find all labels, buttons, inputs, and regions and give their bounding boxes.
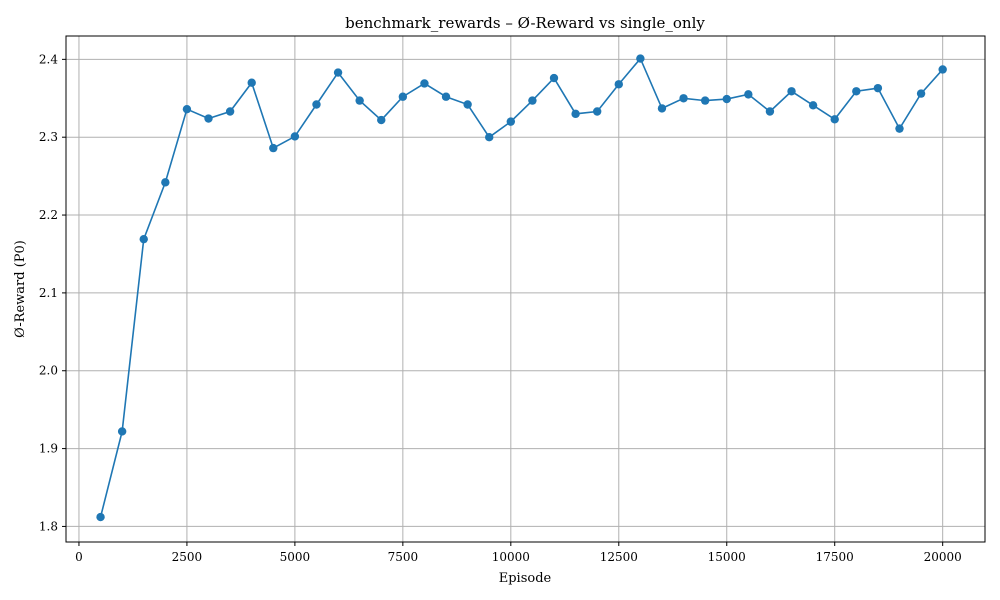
chart-title: benchmark_rewards – Ø-Reward vs single_o… bbox=[345, 14, 705, 32]
y-tick-label: 2.4 bbox=[39, 52, 58, 66]
y-tick-label: 1.8 bbox=[39, 519, 58, 533]
data-point bbox=[247, 78, 256, 87]
y-axis-ticks: 1.8 1.9 2.0 2.1 2.2 2.3 2.4 bbox=[39, 52, 66, 533]
series-layer bbox=[96, 54, 947, 522]
data-point bbox=[765, 107, 775, 116]
x-tick-label: 10000 bbox=[492, 550, 530, 564]
plot-area-frame bbox=[65, 35, 986, 543]
data-point bbox=[398, 92, 408, 101]
data-point bbox=[96, 512, 105, 522]
data-point bbox=[463, 100, 472, 109]
data-point bbox=[657, 104, 667, 113]
gridlines bbox=[66, 36, 985, 542]
data-point bbox=[312, 100, 321, 109]
x-tick-label: 12500 bbox=[600, 550, 638, 564]
data-point bbox=[571, 109, 580, 119]
data-point bbox=[916, 89, 926, 98]
data-point bbox=[592, 107, 602, 116]
data-point bbox=[614, 80, 623, 89]
y-tick-label: 2.1 bbox=[39, 286, 58, 300]
data-point bbox=[787, 87, 796, 96]
data-point bbox=[161, 178, 170, 187]
x-tick-label: 5000 bbox=[280, 550, 311, 564]
x-tick-label: 7500 bbox=[388, 550, 419, 564]
data-point bbox=[700, 96, 710, 105]
x-axis-label: Episode bbox=[499, 571, 552, 586]
x-axis-ticks: 0 2500 5000 7500 10000 12500 15000 17500 20000 bbox=[75, 542, 962, 564]
data-point bbox=[182, 104, 192, 114]
data-point bbox=[722, 94, 731, 104]
data-point bbox=[895, 124, 904, 133]
data-point bbox=[204, 114, 213, 123]
y-tick-label: 2.3 bbox=[39, 130, 58, 144]
data-point bbox=[744, 90, 753, 99]
x-tick-label: 0 bbox=[75, 550, 83, 564]
x-tick-label: 20000 bbox=[924, 550, 962, 564]
data-point bbox=[808, 101, 818, 110]
data-point bbox=[852, 87, 861, 96]
data-point bbox=[830, 115, 839, 124]
data-point bbox=[873, 83, 883, 93]
data-point bbox=[333, 68, 343, 77]
y-axis-label: Ø-Reward (P0) bbox=[13, 240, 28, 338]
data-point bbox=[549, 73, 559, 83]
data-point bbox=[355, 96, 364, 105]
y-tick-label: 2.0 bbox=[39, 364, 58, 378]
data-point bbox=[225, 107, 235, 116]
x-tick-label: 2500 bbox=[172, 550, 203, 564]
series-line bbox=[99, 57, 944, 518]
data-point bbox=[420, 79, 429, 88]
data-point bbox=[441, 92, 451, 101]
data-point bbox=[269, 143, 278, 153]
data-point bbox=[528, 96, 537, 105]
data-point bbox=[290, 132, 300, 141]
data-point bbox=[636, 54, 645, 63]
data-point bbox=[485, 133, 494, 142]
x-tick-label: 17500 bbox=[816, 550, 854, 564]
y-tick-label: 2.2 bbox=[39, 208, 58, 222]
data-point bbox=[506, 117, 516, 126]
data-point bbox=[139, 234, 148, 244]
x-tick-label: 15000 bbox=[708, 550, 746, 564]
data-point bbox=[117, 427, 127, 436]
y-tick-label: 1.9 bbox=[39, 442, 58, 456]
data-point bbox=[679, 94, 688, 103]
data-point bbox=[377, 115, 386, 125]
data-point bbox=[938, 65, 947, 74]
